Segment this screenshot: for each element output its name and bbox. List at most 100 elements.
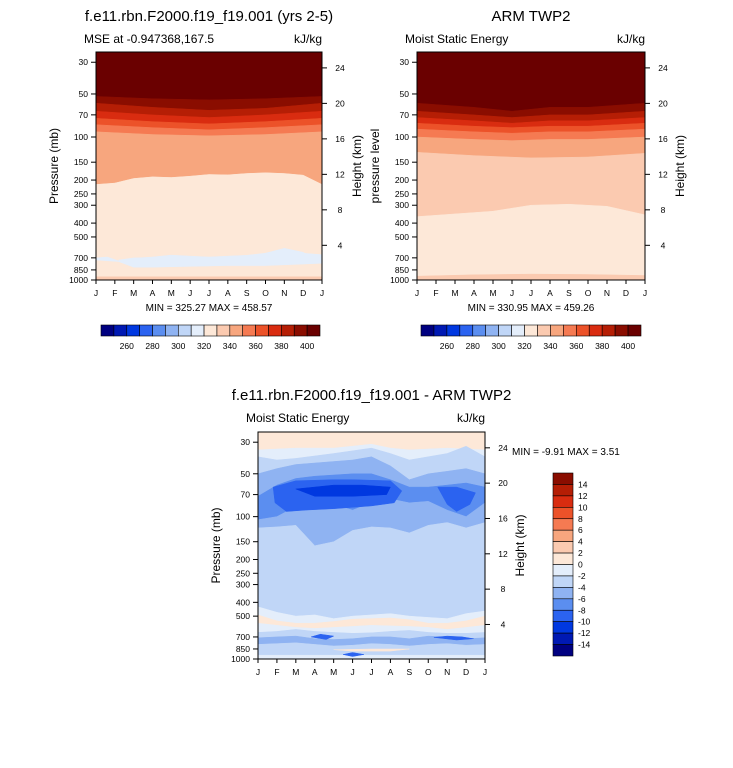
contour-patch-6 bbox=[333, 648, 410, 652]
pressure-tick-label: 700 bbox=[74, 253, 88, 263]
colorbar-swatch bbox=[588, 324, 603, 337]
chart-subtitle-right: kJ/kg bbox=[457, 411, 485, 425]
colorbar-label: 8 bbox=[578, 514, 583, 524]
min-max-stats: MIN = -9.91 MAX = 3.51 bbox=[512, 447, 620, 458]
colorbar-swatch bbox=[552, 564, 574, 577]
colorbar-swatch bbox=[139, 324, 153, 337]
colorbar-label: 260 bbox=[120, 341, 134, 351]
height-tick-label: 20 bbox=[498, 478, 508, 488]
contour-band-9 bbox=[417, 203, 645, 280]
pressure-tick-label: 150 bbox=[74, 157, 88, 167]
month-tick-label: A bbox=[225, 288, 231, 298]
pressure-tick-label: 1000 bbox=[390, 275, 409, 285]
month-tick-label: J bbox=[350, 667, 354, 677]
pressure-tick-label: 30 bbox=[241, 437, 251, 447]
pressure-tick-label: 150 bbox=[395, 157, 409, 167]
month-tick-label: D bbox=[300, 288, 306, 298]
colorbar-swatch bbox=[293, 324, 308, 337]
month-tick-label: J bbox=[643, 288, 647, 298]
height-tick-label: 8 bbox=[501, 584, 506, 594]
contour-band-10 bbox=[417, 273, 645, 280]
height-tick-label: 12 bbox=[335, 169, 345, 179]
pressure-tick-label: 500 bbox=[74, 232, 88, 242]
pressure-tick-label: 100 bbox=[236, 512, 250, 522]
height-tick-label: 24 bbox=[335, 63, 345, 73]
contour-patch-5 bbox=[433, 635, 474, 641]
colorbar-label: 300 bbox=[171, 341, 185, 351]
colorbar-label: 2 bbox=[578, 548, 583, 558]
colorbar-swatch bbox=[203, 324, 218, 337]
colorbar-swatch bbox=[552, 644, 574, 657]
month-tick-label: N bbox=[281, 288, 287, 298]
colorbar-label: 300 bbox=[492, 341, 506, 351]
colorbar-swatch bbox=[242, 324, 256, 337]
month-tick-label: M bbox=[130, 288, 137, 298]
colorbar-label: 380 bbox=[274, 341, 288, 351]
colorbar-label: 360 bbox=[248, 341, 262, 351]
chart-subtitle-left: Moist Static Energy bbox=[246, 411, 349, 425]
colorbar-swatch bbox=[433, 324, 448, 337]
month-tick-label: N bbox=[444, 667, 450, 677]
y-axis-label: Pressure (mb) bbox=[47, 128, 61, 204]
colorbar-swatch bbox=[152, 324, 166, 337]
chart-subtitle-right: kJ/kg bbox=[294, 32, 322, 46]
pressure-tick-label: 200 bbox=[236, 554, 250, 564]
colorbar-label: 4 bbox=[578, 537, 583, 547]
pressure-tick-label: 850 bbox=[395, 265, 409, 275]
month-tick-label: A bbox=[312, 667, 318, 677]
chart-panel-3: f.e11.rbn.F2000.f19_f19.001 - ARM TWP2 Mo… bbox=[209, 387, 620, 677]
colorbar-label: -12 bbox=[578, 628, 591, 638]
colorbar-label: 400 bbox=[300, 341, 314, 351]
pressure-tick-label: 50 bbox=[79, 89, 89, 99]
colorbar-swatch bbox=[552, 621, 574, 634]
chart-subtitle-left: MSE at -0.947368,167.5 bbox=[84, 32, 214, 46]
colorbar-swatch bbox=[563, 324, 577, 337]
month-tick-label: S bbox=[566, 288, 572, 298]
colorbar-label: -8 bbox=[578, 605, 586, 615]
pressure-tick-label: 400 bbox=[395, 218, 409, 228]
chart-subtitle-left: Moist Static Energy bbox=[405, 32, 508, 46]
month-tick-label: D bbox=[623, 288, 629, 298]
colorbar-swatch bbox=[100, 324, 115, 337]
height-tick-label: 12 bbox=[498, 549, 508, 559]
colorbar-swatch bbox=[601, 324, 616, 337]
colorbar-swatch bbox=[552, 598, 574, 611]
month-tick-label: M bbox=[330, 667, 337, 677]
contour-band-12 bbox=[96, 276, 322, 280]
colorbar-swatch bbox=[537, 324, 551, 337]
month-tick-label: J bbox=[483, 667, 487, 677]
colorbar-swatch bbox=[552, 529, 574, 542]
pressure-tick-label: 70 bbox=[241, 490, 251, 500]
colorbar-swatch bbox=[552, 484, 574, 497]
contour-patch-7 bbox=[343, 652, 364, 657]
month-tick-label: O bbox=[262, 288, 269, 298]
colorbar: 260 280 300 320 340 360 380 400 bbox=[100, 324, 321, 351]
pressure-tick-label: 1000 bbox=[231, 654, 250, 664]
colorbar-swatch bbox=[552, 518, 574, 531]
colorbar-label: 340 bbox=[543, 341, 557, 351]
pressure-tick-label: 250 bbox=[395, 189, 409, 199]
colorbar-swatch bbox=[550, 324, 564, 337]
colorbar-label: 6 bbox=[578, 525, 583, 535]
height-tick-label: 16 bbox=[658, 134, 668, 144]
min-max-stats: MIN = 325.27 MAX = 458.57 bbox=[146, 303, 273, 314]
colorbar-swatch bbox=[177, 324, 192, 337]
month-tick-label: J bbox=[369, 667, 373, 677]
height-tick-label: 12 bbox=[658, 169, 668, 179]
month-tick-label: M bbox=[451, 288, 458, 298]
month-tick-label: S bbox=[244, 288, 250, 298]
month-tick-label: M bbox=[489, 288, 496, 298]
colorbar-label: -10 bbox=[578, 617, 591, 627]
colorbar-swatch bbox=[498, 324, 512, 337]
month-tick-label: A bbox=[471, 288, 477, 298]
month-tick-label: S bbox=[406, 667, 412, 677]
colorbar-swatch bbox=[552, 507, 574, 520]
pressure-tick-label: 400 bbox=[236, 597, 250, 607]
colorbar-label: 280 bbox=[145, 341, 159, 351]
month-tick-label: F bbox=[274, 667, 279, 677]
pressure-tick-label: 500 bbox=[236, 611, 250, 621]
colorbar-swatch bbox=[165, 324, 179, 337]
month-tick-label: N bbox=[604, 288, 610, 298]
height-tick-label: 16 bbox=[335, 134, 345, 144]
